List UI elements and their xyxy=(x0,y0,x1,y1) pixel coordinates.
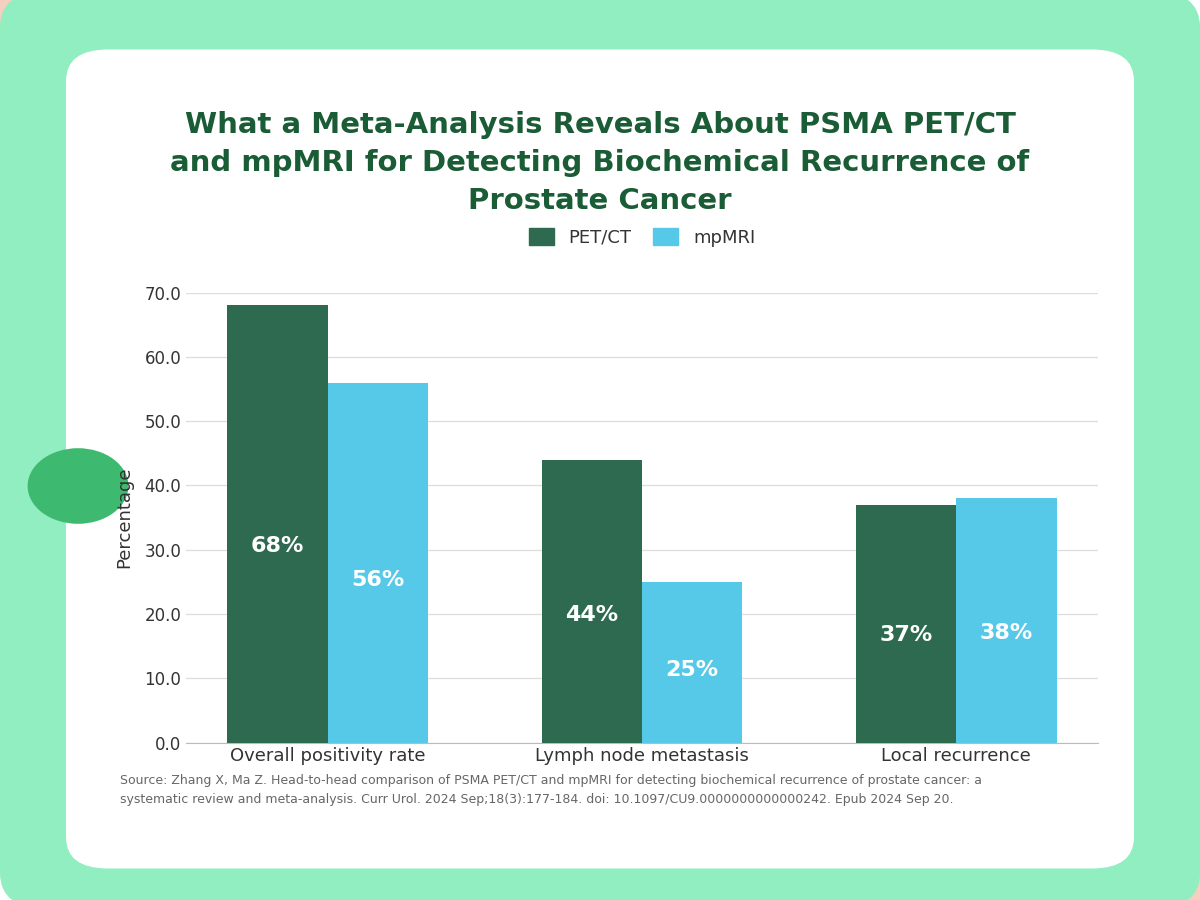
FancyBboxPatch shape xyxy=(66,50,1134,868)
Bar xyxy=(541,460,642,742)
Circle shape xyxy=(28,448,128,524)
Text: Source: Zhang X, Ma Z. Head-to-head comparison of PSMA PET/CT and mpMRI for dete: Source: Zhang X, Ma Z. Head-to-head comp… xyxy=(120,774,982,806)
Text: 44%: 44% xyxy=(565,605,618,626)
Bar xyxy=(228,305,328,742)
Text: 37%: 37% xyxy=(880,626,932,645)
Text: What a Meta-Analysis Reveals About PSMA PET/CT
and mpMRI for Detecting Biochemic: What a Meta-Analysis Reveals About PSMA … xyxy=(170,111,1030,215)
Text: 68%: 68% xyxy=(251,536,305,556)
Bar xyxy=(856,505,956,742)
Legend: PET/CT, mpMRI: PET/CT, mpMRI xyxy=(522,220,762,254)
Text: 38%: 38% xyxy=(979,623,1033,643)
Text: 56%: 56% xyxy=(352,571,404,590)
Bar xyxy=(956,499,1056,742)
Polygon shape xyxy=(0,0,264,405)
Y-axis label: Percentage: Percentage xyxy=(115,467,133,568)
Bar xyxy=(328,382,428,742)
Wedge shape xyxy=(960,720,1200,900)
Text: 25%: 25% xyxy=(666,661,719,680)
Bar xyxy=(642,581,743,742)
